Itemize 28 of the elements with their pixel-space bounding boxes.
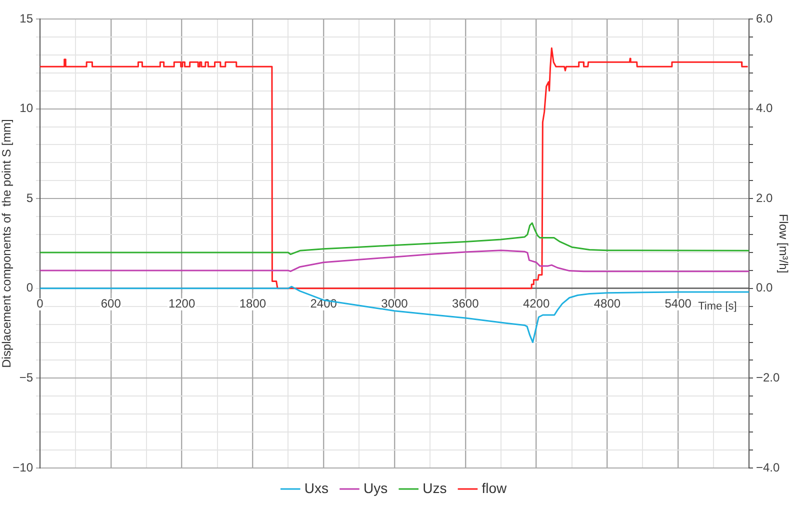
legend-label: Uzs — [422, 480, 447, 496]
y2-tick-label: 4.0 — [756, 101, 774, 116]
x-tick-label: 4200 — [522, 296, 550, 311]
x-tick-label: 5400 — [664, 296, 692, 311]
x-tick-label: 1200 — [168, 296, 196, 311]
x-tick-label: 4800 — [594, 296, 621, 311]
x-axis-title: Time [s] — [698, 300, 737, 312]
x-tick-label: 3000 — [381, 296, 408, 311]
x-tick-label: 3600 — [452, 296, 480, 311]
y2-tick-label: −2.0 — [756, 370, 780, 385]
legend-label: Uxs — [304, 480, 329, 496]
x-tick-label: 1800 — [239, 296, 266, 311]
y-tick-label: 5 — [26, 190, 34, 205]
y-tick-label: 0 — [26, 280, 34, 295]
y-tick-label: −5 — [19, 370, 34, 385]
y2-tick-label: 2.0 — [756, 190, 774, 205]
y-axis-title: Displacement components of the point S [mm] — [0, 119, 14, 368]
y-tick-label: 10 — [20, 101, 34, 116]
legend-label: Uys — [363, 480, 388, 496]
legend-label: flow — [482, 480, 508, 496]
y2-tick-label: 0.0 — [756, 280, 774, 295]
y2-tick-label: 6.0 — [756, 11, 774, 26]
y-tick-label: −10 — [12, 460, 34, 474]
x-tick-label: 600 — [100, 296, 122, 311]
y2-axis-title: Flow [m³/h] — [776, 214, 790, 274]
y-tick-label: 15 — [20, 11, 34, 26]
y2-tick-label: −4.0 — [756, 460, 780, 474]
x-tick-label: 0 — [36, 296, 44, 311]
